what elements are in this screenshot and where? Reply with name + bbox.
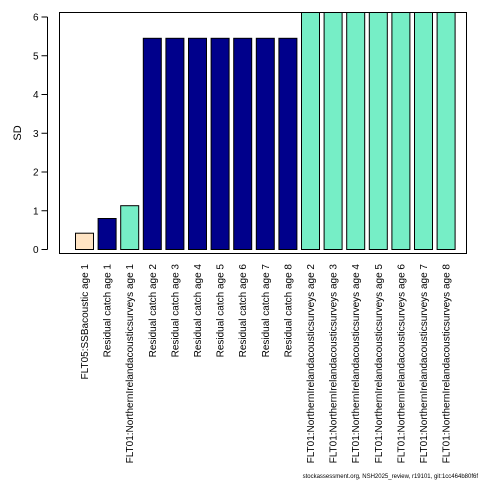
footer-credit: stockassessment.org, NSH2025_review, r19… [303,474,479,480]
bar [97,218,117,250]
bar [391,12,411,250]
y-tick-label: 4 [33,90,39,101]
x-category-label: FLT01:NorthernIrelandacousticsurveys age… [329,264,340,464]
x-category-label: Residual catch age 5 [216,264,227,358]
bar [255,37,275,250]
x-category-label: FLT01:NorthernIrelandacousticsurveys age… [396,264,407,464]
bar [233,37,253,250]
x-category-label: FLT05:SSBacoustic age 1 [80,264,91,380]
bar [301,12,320,250]
x-category-label: FLT01:NorthernIrelandacousticsurveys age… [306,264,317,464]
bars-group [75,12,456,250]
y-axis-label: SD [12,125,24,140]
x-category-label: Residual catch age 3 [170,264,181,358]
x-category-label: Residual catch age 1 [103,264,114,358]
y-tick-label: 1 [33,206,39,217]
bar [210,37,230,250]
x-category-label: FLT01:NorthernIrelandacousticsurveys age… [442,264,453,464]
x-category-label: FLT01:NorthernIrelandacousticsurveys age… [351,264,362,464]
bar [75,232,94,250]
bar [323,12,343,250]
x-category-label: Residual catch age 6 [238,264,249,358]
x-category-label: FLT01:NorthernIrelandacousticsurveys age… [419,264,430,464]
x-category-label: Residual catch age 4 [193,264,204,358]
x-category-label: FLT01:NorthernIrelandacousticsurveys age… [125,264,136,464]
x-category-label: Residual catch age 2 [148,264,159,358]
bar [436,12,456,250]
bar [346,12,366,250]
bar [165,37,185,250]
x-axis-labels: FLT05:SSBacoustic age 1 Residual catch ag… [80,264,453,464]
bar [414,12,433,250]
x-category-label: FLT01:NorthernIrelandacousticsurveys age… [374,264,385,464]
y-tick-label: 0 [33,245,39,256]
x-category-label: Residual catch age 7 [261,264,272,358]
plot-frame [59,12,467,254]
x-category-label: Residual catch age 8 [283,264,294,358]
bar [142,37,162,250]
bar [278,37,298,250]
bar [188,37,207,250]
bar [120,205,140,250]
y-tick-label: 6 [33,13,39,24]
y-tick-label: 2 [33,168,39,179]
bar [368,12,388,250]
y-tick-label: 5 [33,51,39,62]
y-axis: 0 1 2 3 4 5 6 [33,13,48,256]
y-tick-label: 3 [33,129,39,140]
